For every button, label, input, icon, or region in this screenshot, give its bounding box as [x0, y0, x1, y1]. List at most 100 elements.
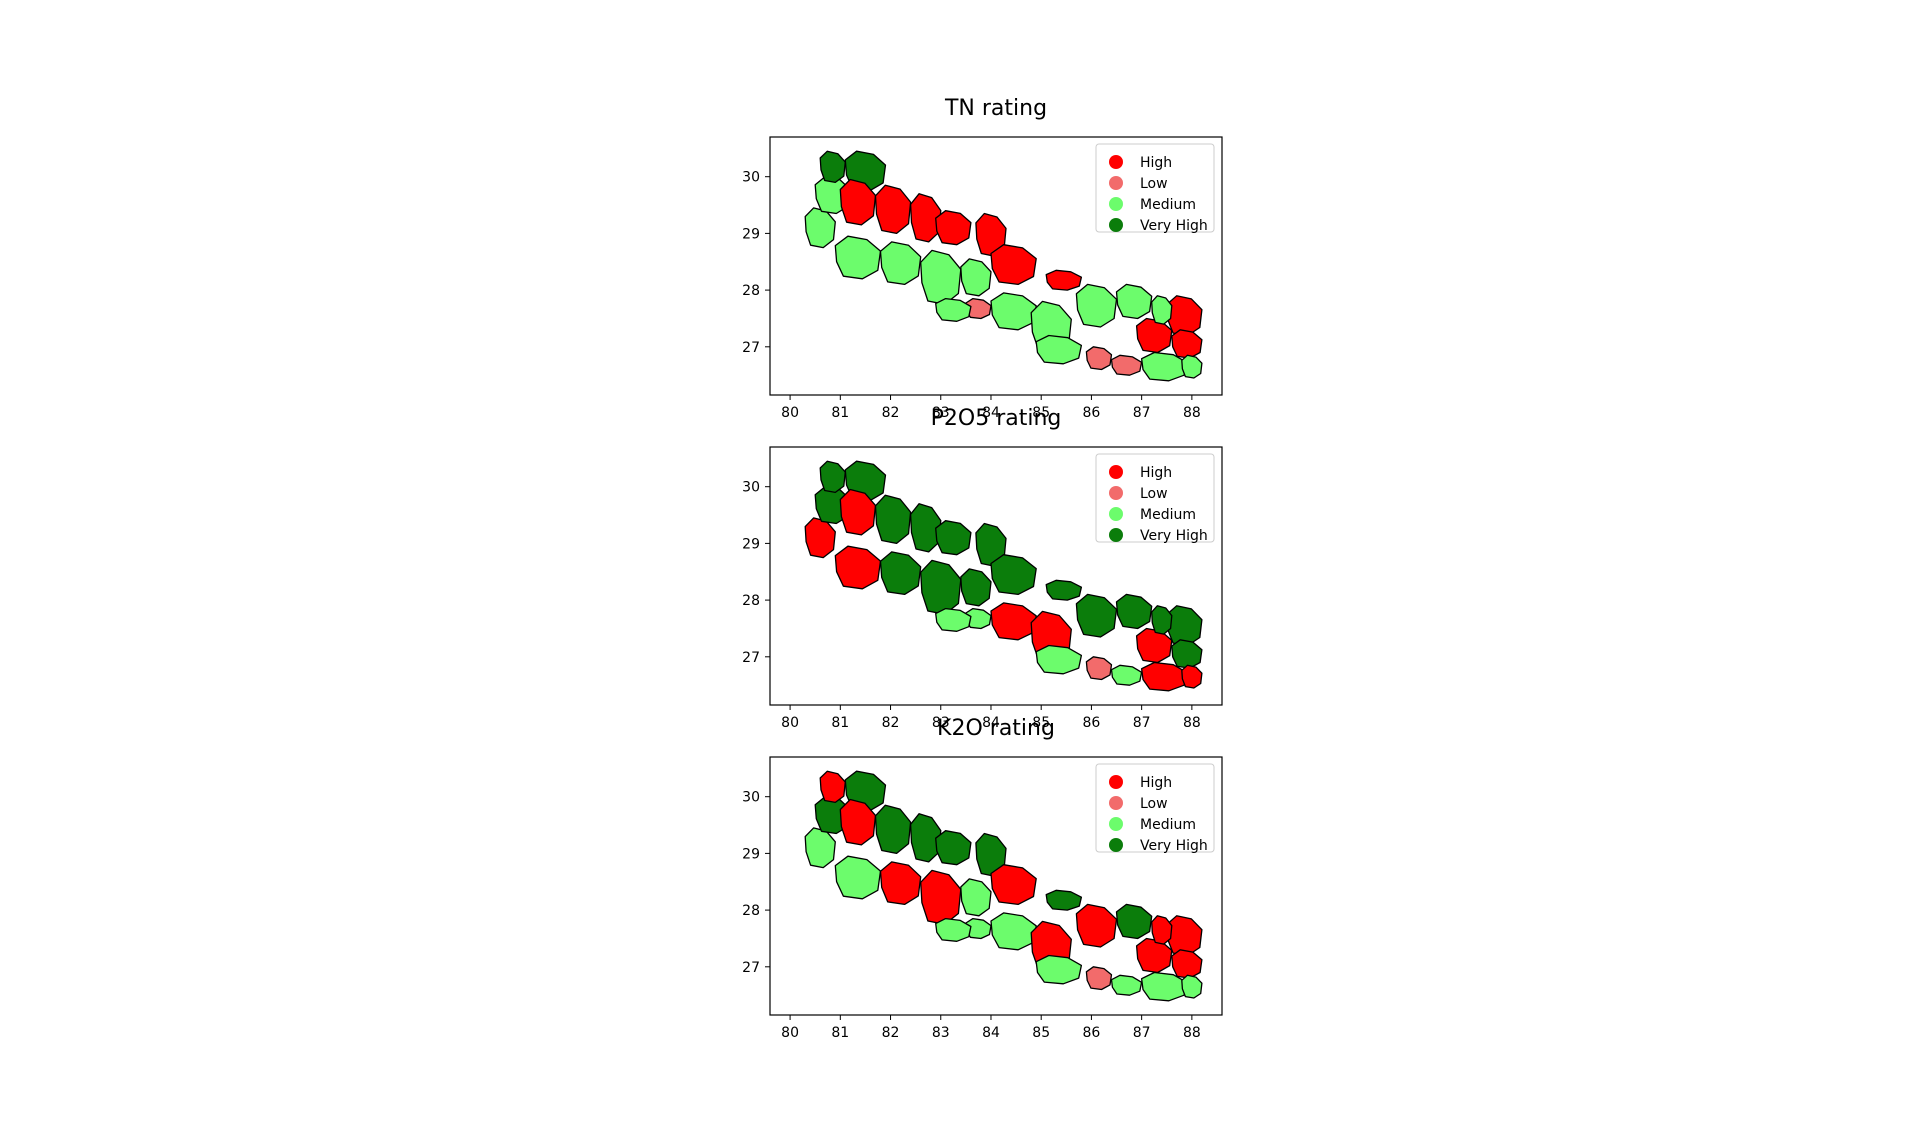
district-medium	[1035, 954, 1083, 985]
x-tick-label: 84	[982, 405, 1000, 421]
legend-label-high: High	[1140, 465, 1172, 481]
x-tick-label: 86	[1083, 1025, 1101, 1041]
district-medium	[920, 249, 962, 305]
legend-label-medium: Medium	[1140, 817, 1196, 833]
district-medium	[834, 235, 882, 280]
district-high	[1135, 937, 1173, 974]
district-high	[990, 244, 1037, 286]
x-tick-label: 83	[932, 405, 950, 421]
y-tick-label: 30	[742, 480, 760, 496]
district-medium	[834, 855, 882, 900]
district-high	[1151, 915, 1173, 945]
district-very-high	[1171, 639, 1203, 669]
district-high	[920, 869, 962, 925]
legend: High Low Medium Very High	[1095, 453, 1215, 544]
district-very-high	[1166, 605, 1203, 647]
district-very-high	[1115, 593, 1153, 630]
district-medium	[1140, 351, 1188, 382]
panel-tn-rating: TN rating 80 81 82 83 84 85 86 87 88 27 28 29 30 Hig…	[742, 96, 1223, 421]
x-tick-label: 81	[831, 405, 849, 421]
district-medium	[879, 241, 922, 286]
district-high	[1166, 295, 1203, 337]
y-tick-label: 30	[742, 790, 760, 806]
district-low	[1085, 346, 1113, 371]
x-tick-label: 85	[1032, 405, 1050, 421]
y-tick-label: 27	[742, 960, 760, 976]
district-high	[819, 770, 846, 804]
legend-marker-low	[1109, 486, 1123, 500]
panel-title: TN rating	[944, 96, 1047, 121]
district-medium	[1151, 295, 1173, 325]
district-medium	[1075, 283, 1118, 328]
legend-marker-high	[1109, 155, 1123, 169]
x-tick-label: 81	[831, 715, 849, 731]
legend-label-high: High	[1140, 775, 1172, 791]
district-high	[990, 864, 1037, 906]
district-low	[1110, 354, 1143, 376]
legend-marker-low	[1109, 796, 1123, 810]
district-high	[839, 798, 877, 846]
district-medium	[804, 827, 836, 869]
y-tick-label: 28	[742, 903, 760, 919]
district-very-high	[920, 559, 962, 615]
panel-p2o5-rating: P2O5 rating 80 81 82 83 84 85 86 87 88 27 28 29 30 H…	[742, 406, 1223, 731]
district-high	[1045, 269, 1083, 291]
legend-marker-low	[1109, 176, 1123, 190]
legend-marker-medium	[1109, 197, 1123, 211]
district-low	[1085, 966, 1113, 991]
axis-ticks: 80 81 82 83 84 85 86 87 88 27 28 29 30	[742, 170, 1201, 421]
legend: High Low Medium Very High	[1095, 143, 1215, 234]
district-high	[1135, 627, 1173, 664]
legend-label-low: Low	[1140, 486, 1168, 502]
x-tick-label: 80	[781, 1025, 799, 1041]
legend-marker-medium	[1109, 817, 1123, 831]
district-medium	[1035, 644, 1083, 675]
legend: High Low Medium Very High	[1095, 763, 1215, 854]
district-very-high	[1151, 605, 1173, 635]
panel-k2o-rating: K2O rating 80 81 82 83 84 85 86 87 88 27 28 29 30 Hi…	[742, 716, 1223, 1041]
district-very-high	[990, 554, 1037, 596]
district-high	[1166, 915, 1203, 957]
y-tick-label: 28	[742, 593, 760, 609]
district-medium	[1181, 354, 1203, 379]
x-tick-label: 82	[882, 405, 900, 421]
district-high	[1135, 317, 1173, 354]
x-tick-label: 81	[831, 1025, 849, 1041]
district-high	[1171, 329, 1203, 359]
legend-label-low: Low	[1140, 796, 1168, 812]
axes-frame	[769, 756, 1223, 1016]
legend-box	[1095, 453, 1215, 543]
x-tick-label: 87	[1133, 715, 1151, 731]
district-very-high	[1045, 579, 1083, 601]
y-tick-label: 29	[742, 846, 760, 862]
district-medium	[935, 917, 972, 942]
district-very-high	[1045, 889, 1083, 911]
x-tick-label: 88	[1183, 405, 1201, 421]
district-very-high	[1075, 593, 1118, 638]
x-tick-label: 83	[932, 715, 950, 731]
district-medium	[1035, 334, 1083, 365]
x-tick-label: 84	[982, 1025, 1000, 1041]
x-tick-label: 87	[1133, 1025, 1151, 1041]
district-very-high	[935, 520, 972, 556]
district-high	[1140, 661, 1188, 692]
x-tick-label: 85	[1032, 715, 1050, 731]
district-high	[935, 210, 972, 246]
legend-marker-medium	[1109, 507, 1123, 521]
district-high	[879, 861, 922, 906]
district-medium	[960, 878, 992, 917]
district-high	[834, 545, 882, 590]
x-tick-label: 86	[1083, 715, 1101, 731]
map-regions	[804, 460, 1203, 692]
y-tick-label: 29	[742, 536, 760, 552]
y-tick-label: 27	[742, 650, 760, 666]
x-tick-label: 82	[882, 715, 900, 731]
axes-frame	[769, 136, 1223, 396]
district-medium	[804, 207, 836, 249]
legend-box	[1095, 763, 1215, 853]
district-high	[1075, 903, 1118, 948]
axis-ticks: 80 81 82 83 84 85 86 87 88 27 28 29 30	[742, 790, 1201, 1041]
district-very-high	[819, 460, 846, 494]
x-tick-label: 86	[1083, 405, 1101, 421]
district-medium	[1115, 283, 1153, 320]
